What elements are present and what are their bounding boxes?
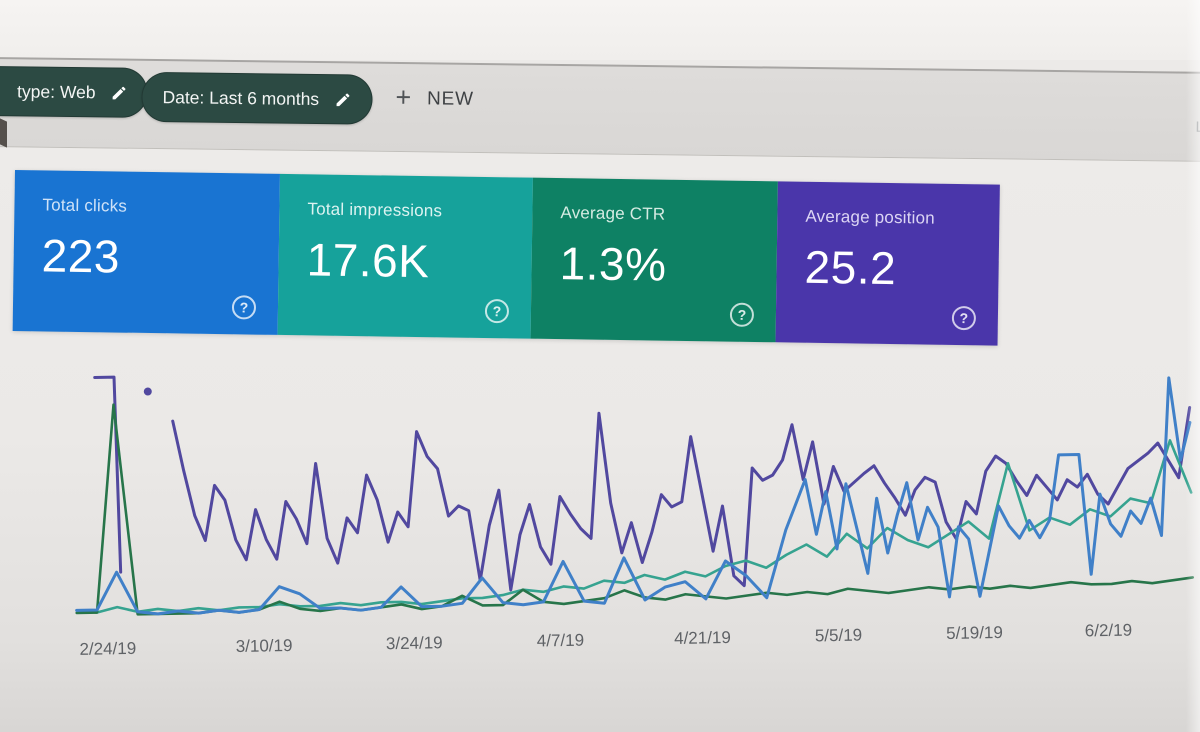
metric-card-average-ctr[interactable]: Average CTR 1.3% ?: [530, 177, 778, 343]
new-filter-button[interactable]: + NEW: [395, 81, 474, 113]
plus-icon: +: [395, 81, 413, 113]
x-axis-tick-label: 5/19/19: [946, 623, 1003, 643]
metric-cards-row: Total clicks 223 ? Total impressions 17.…: [12, 170, 1000, 346]
metric-card-label: Total clicks: [42, 195, 128, 216]
metric-card-total-impressions[interactable]: Total impressions 17.6K ?: [277, 173, 533, 339]
metric-card-value: 223: [41, 229, 121, 283]
metric-card-value: 17.6K: [306, 233, 430, 288]
top-strip: [0, 0, 1200, 60]
help-icon[interactable]: ?: [729, 302, 755, 327]
metric-card-value: 1.3%: [559, 237, 667, 291]
x-axis-tick-label: 2/24/19: [79, 639, 136, 659]
metric-card-label: Average position: [805, 206, 936, 228]
screen-glare: [1186, 0, 1200, 732]
filter-chip-search-type-label: type: Web: [16, 80, 96, 102]
series-line-ctr: [75, 403, 1195, 616]
metric-card-label: Average CTR: [560, 203, 666, 224]
metric-card-average-position[interactable]: Average position 25.2 ?: [775, 181, 1000, 346]
series-line-position: [93, 375, 123, 574]
help-icon[interactable]: ?: [484, 298, 510, 324]
help-icon[interactable]: ?: [231, 295, 257, 320]
edit-pencil-icon[interactable]: [334, 91, 351, 108]
x-axis-tick-label: 3/10/19: [236, 636, 293, 656]
filter-chip-date-range[interactable]: Date: Last 6 months: [141, 71, 373, 125]
new-filter-button-label: NEW: [426, 88, 474, 110]
performance-line-chart: 2/24/19 3/10/19 3/24/19 4/7/19 4/21/19 5/5/19…: [67, 342, 1200, 675]
help-icon[interactable]: ?: [951, 305, 977, 331]
filter-chip-search-type[interactable]: type: Web: [0, 65, 148, 118]
performance-panel: Total clicks 223 ? Total impressions 17.…: [0, 145, 1200, 732]
edit-pencil-icon[interactable]: [110, 84, 127, 101]
filter-chip-date-range-label: Date: Last 6 months: [162, 86, 320, 109]
series-line-clicks: [75, 376, 1192, 616]
x-axis-tick-label: 5/5/19: [815, 626, 863, 646]
x-axis-tick-label: 4/21/19: [674, 628, 731, 648]
metric-card-total-clicks[interactable]: Total clicks 223 ?: [12, 170, 280, 335]
series-point-position: [143, 387, 152, 396]
metric-card-value: 25.2: [804, 240, 897, 295]
x-axis-tick-label: 4/7/19: [537, 631, 585, 651]
series-line-position: [171, 405, 1192, 592]
metric-card-label: Total impressions: [307, 199, 443, 221]
x-axis-tick-label: 6/2/19: [1085, 621, 1133, 641]
filters-toolbar: type: Web Date: Last 6 months + NEW La: [0, 57, 1200, 162]
performance-line-chart-svg: 2/24/19 3/10/19 3/24/19 4/7/19 4/21/19 5/5/19…: [75, 375, 1195, 659]
x-axis-tick-label: 3/24/19: [386, 633, 443, 653]
photo-edge-artifact: [0, 118, 7, 148]
